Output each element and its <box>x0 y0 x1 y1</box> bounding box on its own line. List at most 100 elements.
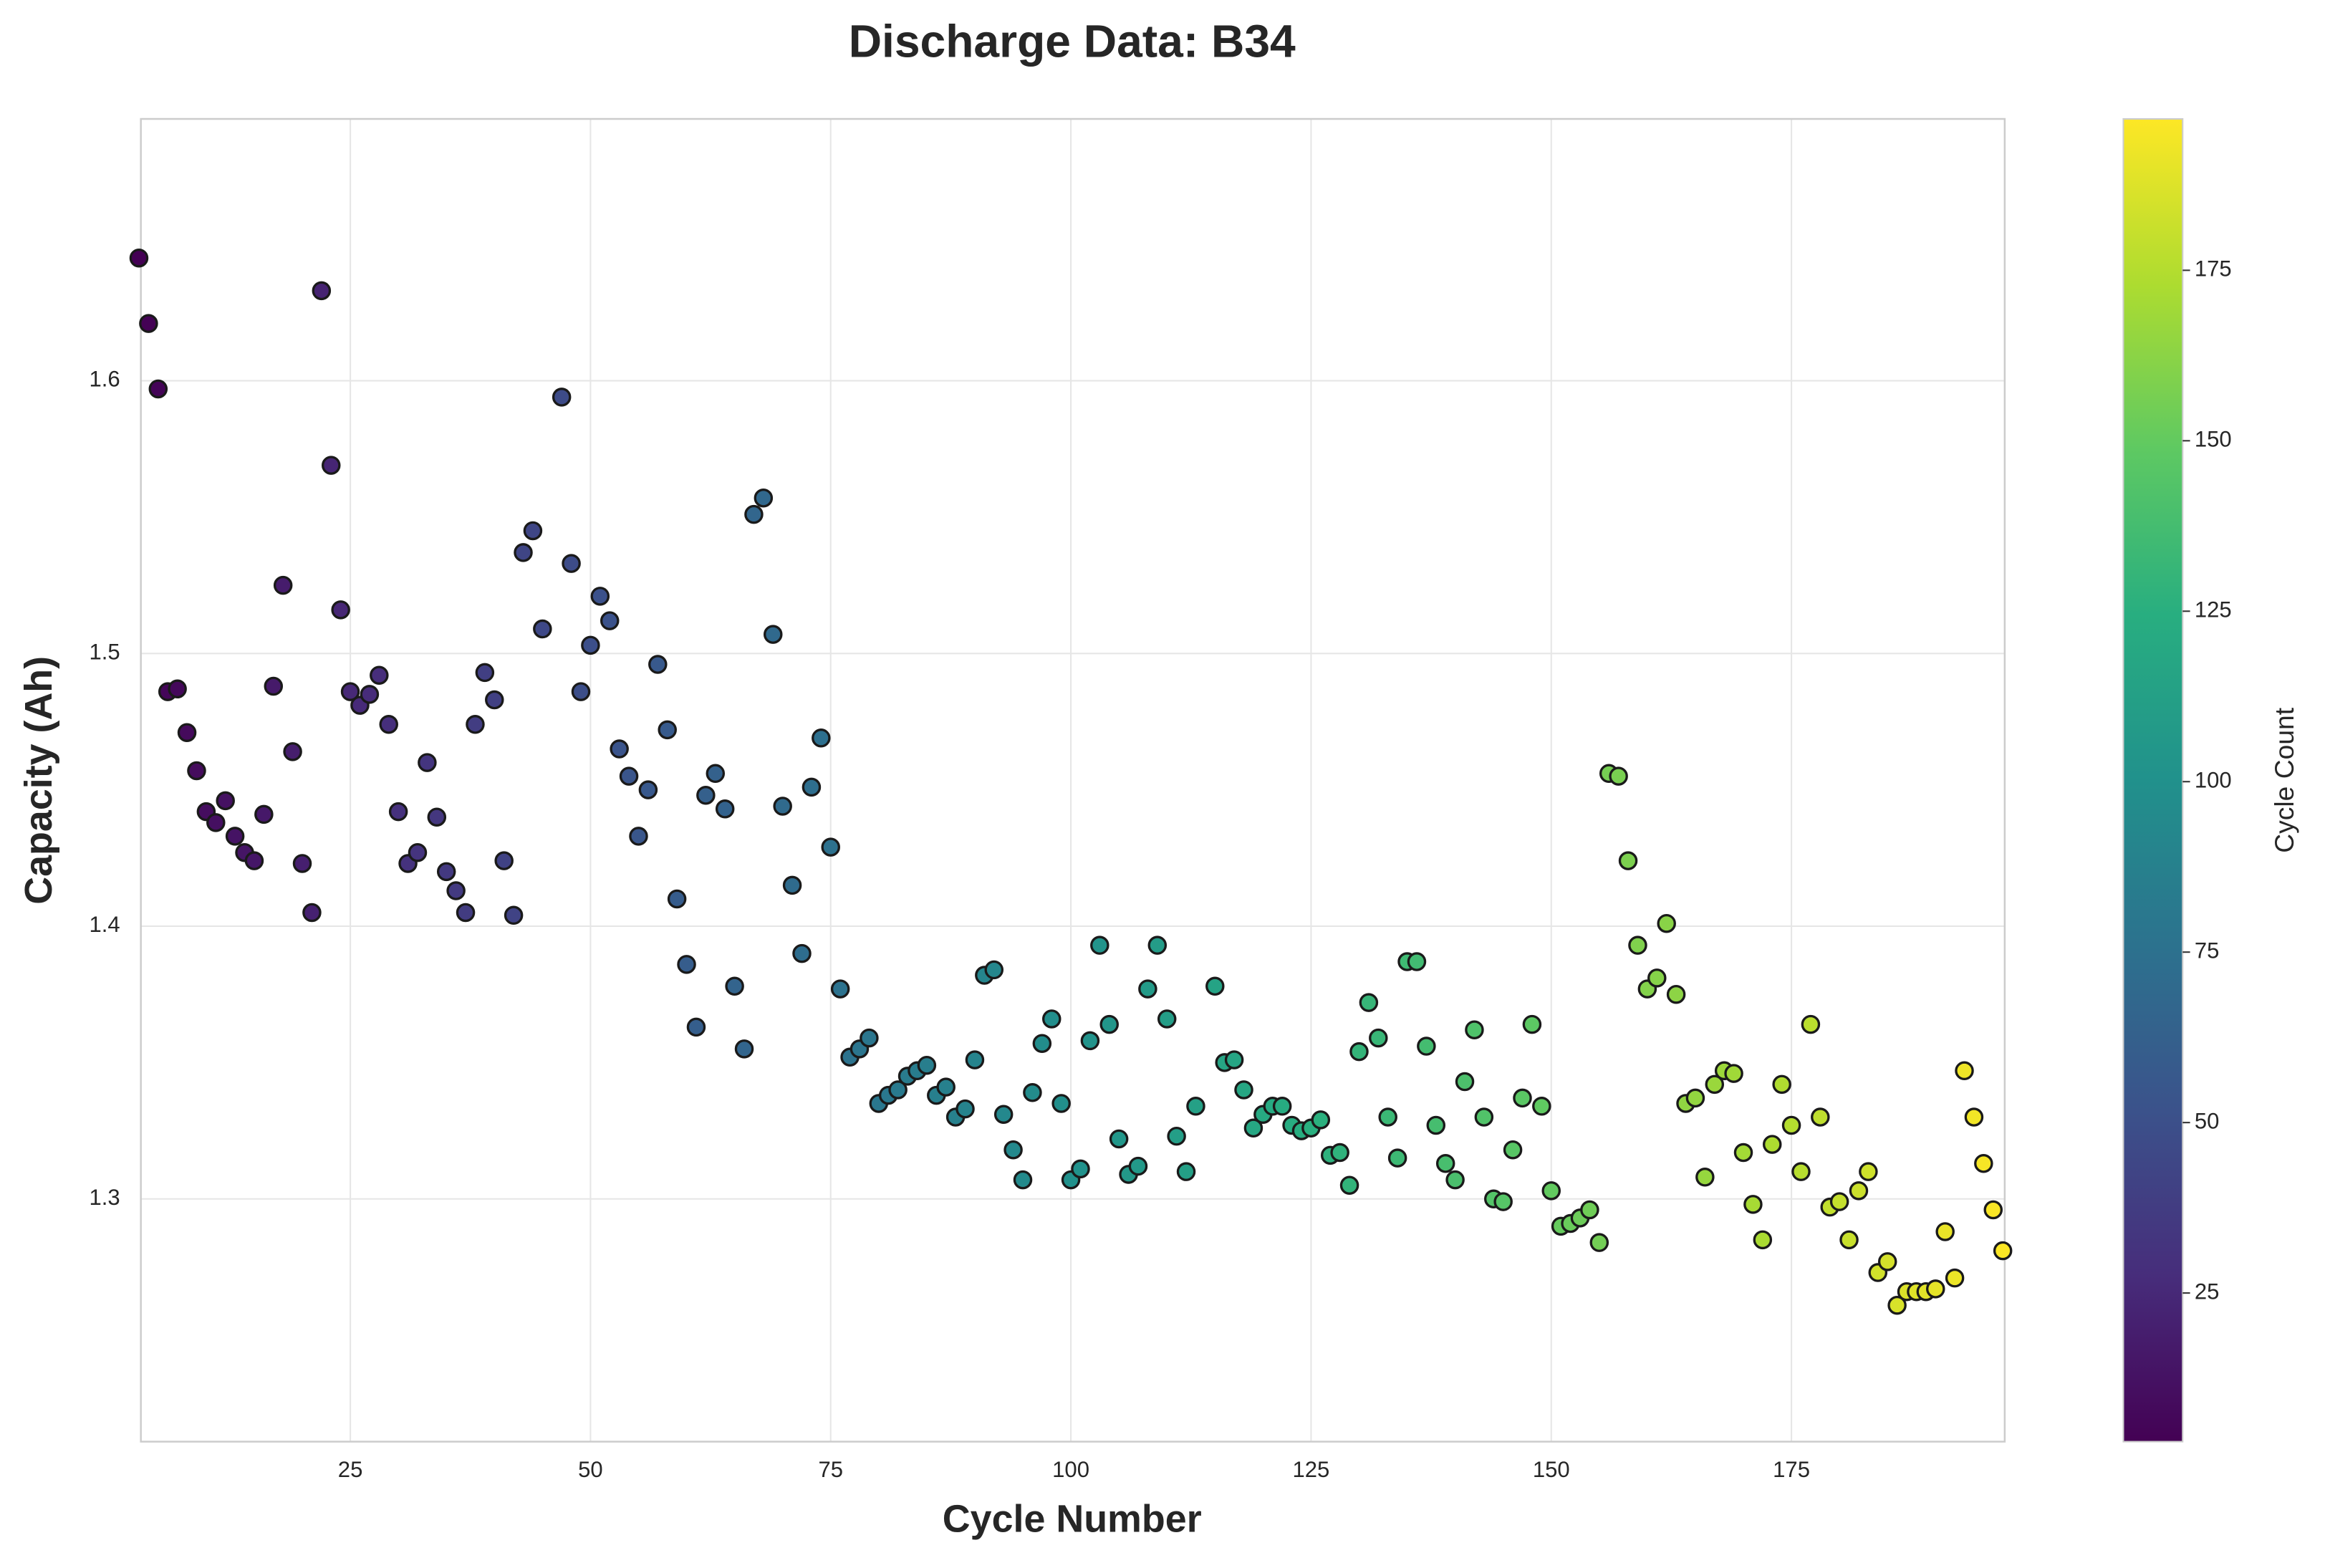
data-point <box>552 388 572 407</box>
data-point <box>360 685 380 704</box>
data-point <box>1071 1159 1090 1179</box>
x-tick-label: 125 <box>1292 1457 1329 1482</box>
data-point <box>619 766 639 786</box>
data-point <box>1176 1162 1196 1181</box>
data-point <box>696 786 716 805</box>
data-point <box>1609 766 1628 786</box>
data-point <box>1762 1135 1782 1154</box>
data-point <box>1926 1279 1945 1299</box>
data-point <box>1877 1252 1897 1271</box>
plot-frame <box>140 117 2006 1443</box>
data-point <box>1013 1170 1033 1190</box>
data-point <box>177 723 197 742</box>
data-point <box>571 682 591 701</box>
data-point <box>1964 1107 1984 1127</box>
data-point <box>1147 935 1168 955</box>
data-point <box>1023 1083 1042 1102</box>
data-point <box>1387 1148 1407 1168</box>
data-point <box>1887 1295 1907 1315</box>
data-point <box>216 791 235 811</box>
data-point <box>1743 1195 1763 1214</box>
x-tick-label: 50 <box>578 1457 603 1482</box>
data-point <box>1426 1115 1446 1135</box>
data-point <box>1983 1200 2003 1220</box>
data-point <box>1974 1154 1993 1173</box>
data-point <box>1666 984 1686 1004</box>
colorbar-tick-label: 150 <box>2195 427 2232 452</box>
x-tick-label: 100 <box>1052 1457 1089 1482</box>
data-point <box>466 715 485 734</box>
data-point <box>129 248 149 268</box>
data-point <box>1628 935 1647 955</box>
data-point <box>1455 1072 1475 1092</box>
data-point <box>888 1080 908 1100</box>
data-point <box>629 827 648 846</box>
data-point <box>590 587 610 606</box>
data-point <box>244 851 264 870</box>
data-point <box>139 314 158 333</box>
data-point <box>1791 1162 1811 1181</box>
data-point <box>187 761 206 781</box>
data-point <box>917 1055 937 1075</box>
data-point <box>1369 1028 1388 1048</box>
data-point <box>273 575 293 595</box>
data-point <box>1772 1074 1791 1095</box>
data-point <box>706 764 726 784</box>
data-point <box>658 720 677 740</box>
colorbar <box>2122 118 2184 1443</box>
data-point <box>1849 1181 1869 1201</box>
data-point <box>638 780 658 799</box>
data-point <box>1685 1088 1705 1108</box>
data-point <box>418 753 437 772</box>
colorbar-tick-label: 50 <box>2195 1108 2220 1133</box>
data-point <box>168 679 187 699</box>
data-point <box>292 854 312 873</box>
data-point <box>1435 1154 1455 1173</box>
data-point <box>1099 1014 1119 1034</box>
data-point <box>581 635 600 655</box>
data-point <box>1234 1080 1253 1100</box>
data-point <box>782 875 802 895</box>
data-point <box>984 960 1004 980</box>
data-point <box>1945 1268 1965 1288</box>
data-point <box>1541 1181 1561 1201</box>
data-point <box>965 1050 985 1069</box>
data-point <box>1811 1107 1830 1127</box>
data-point <box>1186 1097 1205 1116</box>
data-point <box>802 777 822 797</box>
data-point <box>1753 1230 1773 1250</box>
x-axis-label: Cycle Number <box>943 1498 1202 1541</box>
data-point <box>562 554 581 573</box>
data-point <box>427 807 447 827</box>
data-point <box>1993 1241 2013 1261</box>
data-point <box>1474 1107 1494 1127</box>
data-point <box>610 739 629 759</box>
data-point <box>1339 1175 1359 1195</box>
data-point <box>1090 935 1109 955</box>
data-point <box>955 1099 975 1119</box>
colorbar-tick-label: 100 <box>2195 767 2232 792</box>
data-point <box>1705 1074 1725 1095</box>
data-point <box>1493 1192 1513 1211</box>
data-point <box>436 862 456 882</box>
data-point <box>388 802 408 822</box>
data-point <box>936 1077 955 1097</box>
data-point <box>1465 1020 1484 1039</box>
colorbar-tick-label: 75 <box>2195 938 2220 963</box>
colorbar-tick-label: 25 <box>2195 1279 2220 1304</box>
data-point <box>254 804 274 824</box>
data-point <box>504 905 524 925</box>
data-point <box>1128 1156 1148 1176</box>
data-point <box>264 676 284 696</box>
data-point <box>1935 1222 1955 1241</box>
data-point <box>321 456 341 475</box>
data-point <box>773 797 792 816</box>
data-point <box>1445 1170 1465 1190</box>
data-point <box>812 728 831 748</box>
data-point <box>1378 1107 1397 1127</box>
data-point <box>1859 1162 1878 1181</box>
data-point <box>734 1039 754 1059</box>
data-point <box>523 521 543 541</box>
